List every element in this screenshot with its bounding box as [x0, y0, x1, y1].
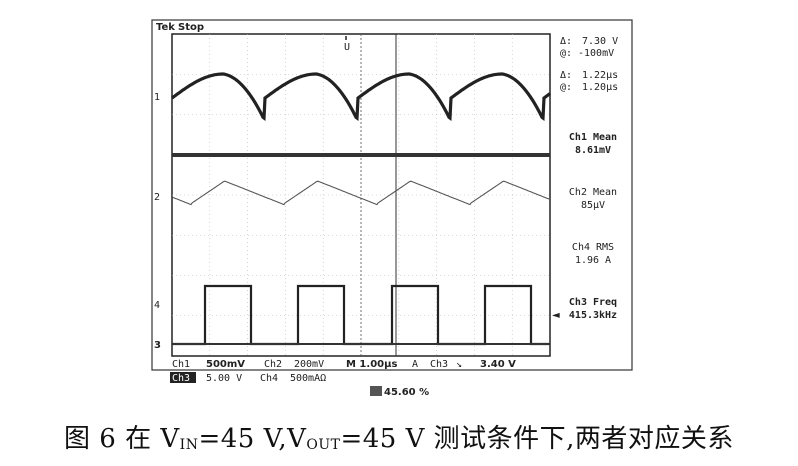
- delta-t-value: 1.22µs: [582, 70, 618, 81]
- caption-prefix: 图 6 在 V: [64, 424, 180, 454]
- abs-v-value: -100mV: [578, 48, 614, 59]
- abs-v-symbol: @:: [560, 48, 572, 59]
- measurements-panel: Ch1 Mean 8.61mV Ch2 Mean 85µV Ch4 RMS 1.…: [569, 132, 617, 321]
- ch1-label: Ch1: [172, 359, 190, 370]
- trigger-level: 3.40 V: [480, 359, 516, 370]
- ch1-marker: 1: [154, 92, 160, 103]
- trigger-mode: A: [412, 359, 418, 370]
- ch4-marker: 4: [154, 300, 160, 311]
- run-state-label: Stop: [178, 22, 204, 33]
- ch1-scale: 500mV: [206, 359, 245, 370]
- ch4-label: Ch4: [260, 373, 278, 384]
- trigger-position-icon: [370, 386, 382, 396]
- trigger-source: Ch3: [430, 359, 448, 370]
- brand-label: Tek: [156, 22, 175, 33]
- ch3-tag-box: [170, 372, 196, 383]
- ch2-waveform: [171, 180, 551, 206]
- caption-sub-in: IN: [179, 437, 199, 453]
- oscilloscope-screen: Tek Stop U 1 2 4 3 ◄ Δ: 7.30 V @: -100mV…: [150, 18, 650, 398]
- ch3-marker: 3: [154, 340, 161, 351]
- ch2-scale: 200mV: [294, 359, 324, 370]
- measurement-value: 85µV: [581, 200, 605, 211]
- abs-t-value: 1.20µs: [582, 82, 618, 93]
- ch1-waveform: [171, 72, 551, 121]
- trigger-level-arrow: ◄: [552, 310, 560, 321]
- status-row-2: Ch3 5.00 V Ch4 500mAΩ: [170, 372, 326, 384]
- delta-t-symbol: Δ:: [560, 70, 572, 81]
- measurement-label: Ch2 Mean: [569, 187, 617, 198]
- ch3-scale: 5.00 V: [206, 373, 242, 384]
- caption-sub-out: OUT: [306, 437, 341, 453]
- delta-v-symbol: Δ:: [560, 36, 572, 47]
- ch3-tag: Ch3: [172, 373, 190, 384]
- measurement-label: Ch1 Mean: [569, 132, 617, 143]
- status-row-1: Ch1 500mV Ch2 200mV M 1.00µs A Ch3 ↘ 3.4…: [172, 359, 516, 370]
- trigger-slope-icon: ↘: [456, 359, 462, 370]
- measurement-value: 415.3kHz: [569, 310, 617, 321]
- figure-caption: 图 6 在 VIN=45 V,VOUT=45 V 测试条件下,两者对应关系: [0, 418, 798, 455]
- ch2-marker: 2: [154, 192, 160, 203]
- abs-t-symbol: @:: [560, 82, 572, 93]
- trigger-position: 45.60 %: [370, 386, 429, 398]
- caption-mid: =45 V,V: [198, 424, 307, 454]
- measurement-value: 1.96 A: [575, 255, 611, 266]
- trigger-position-value: 45.60 %: [384, 387, 429, 398]
- measurement-label: Ch3 Freq: [569, 297, 617, 308]
- cursor-readouts: Δ: 7.30 V @: -100mV Δ: 1.22µs @: 1.20µs: [560, 36, 618, 93]
- caption-tail: =45 V 测试条件下,两者对应关系: [340, 424, 734, 454]
- measurement-label: Ch4 RMS: [572, 242, 614, 253]
- trigger-marker: U: [344, 42, 350, 53]
- timebase-value: M 1.00µs: [346, 359, 397, 370]
- ch2-label: Ch2: [264, 359, 282, 370]
- delta-v-value: 7.30 V: [582, 36, 618, 47]
- ch4-scale: 500mAΩ: [290, 373, 326, 384]
- measurement-value: 8.61mV: [575, 145, 611, 156]
